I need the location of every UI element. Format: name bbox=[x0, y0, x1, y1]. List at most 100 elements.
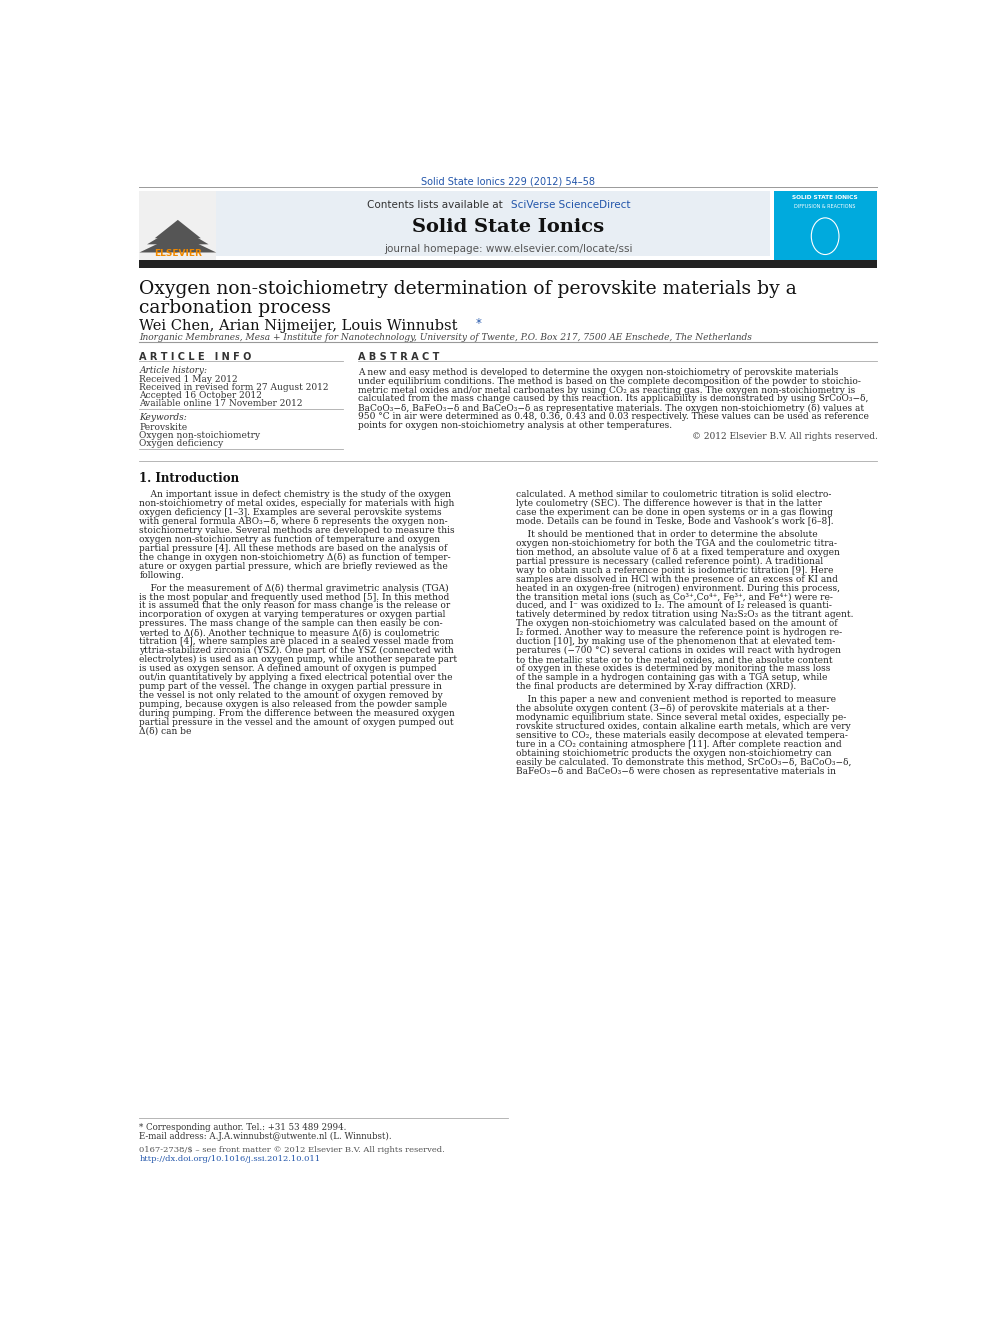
Text: Received 1 May 2012: Received 1 May 2012 bbox=[139, 374, 238, 384]
Text: oxygen non-stoichiometry as function of temperature and oxygen: oxygen non-stoichiometry as function of … bbox=[139, 534, 440, 544]
Text: DIFFUSION & REACTIONS: DIFFUSION & REACTIONS bbox=[795, 204, 856, 209]
Text: partial pressure is necessary (called reference point). A traditional: partial pressure is necessary (called re… bbox=[516, 557, 823, 566]
Text: peratures (−700 °C) several cations in oxides will react with hydrogen: peratures (−700 °C) several cations in o… bbox=[516, 647, 841, 655]
Text: For the measurement of Δ(δ) thermal gravimetric analysis (TGA): For the measurement of Δ(δ) thermal grav… bbox=[139, 583, 449, 593]
FancyBboxPatch shape bbox=[139, 192, 216, 261]
Text: the change in oxygen non-stoichiometry Δ(δ) as function of temper-: the change in oxygen non-stoichiometry Δ… bbox=[139, 553, 451, 562]
Text: incorporation of oxygen at varying temperatures or oxygen partial: incorporation of oxygen at varying tempe… bbox=[139, 610, 445, 619]
Text: lyte coulometry (SEC). The difference however is that in the latter: lyte coulometry (SEC). The difference ho… bbox=[516, 499, 822, 508]
Text: *: * bbox=[475, 316, 481, 329]
Text: calculated. A method similar to coulometric titration is solid electro-: calculated. A method similar to coulomet… bbox=[516, 490, 831, 499]
Text: It should be mentioned that in order to determine the absolute: It should be mentioned that in order to … bbox=[516, 529, 817, 538]
Text: the vessel is not only related to the amount of oxygen removed by: the vessel is not only related to the am… bbox=[139, 691, 443, 700]
Text: of oxygen in these oxides is determined by monitoring the mass loss: of oxygen in these oxides is determined … bbox=[516, 664, 830, 673]
Text: Perovskite: Perovskite bbox=[139, 422, 187, 431]
Text: Contents lists available at: Contents lists available at bbox=[367, 200, 506, 209]
Text: 0167-2738/$ – see front matter © 2012 Elsevier B.V. All rights reserved.: 0167-2738/$ – see front matter © 2012 El… bbox=[139, 1146, 445, 1154]
Text: tion method, an absolute value of δ at a fixed temperature and oxygen: tion method, an absolute value of δ at a… bbox=[516, 548, 840, 557]
Text: it is assumed that the only reason for mass change is the release or: it is assumed that the only reason for m… bbox=[139, 602, 450, 610]
Text: BaCoO₃−δ, BaFeO₃−δ and BaCeO₃−δ as representative materials. The oxygen non-stoi: BaCoO₃−δ, BaFeO₃−δ and BaCeO₃−δ as repre… bbox=[358, 404, 865, 413]
Polygon shape bbox=[155, 220, 200, 238]
Text: 1. Introduction: 1. Introduction bbox=[139, 471, 239, 484]
Text: oxygen non-stoichiometry for both the TGA and the coulometric titra-: oxygen non-stoichiometry for both the TG… bbox=[516, 538, 837, 548]
Text: Received in revised form 27 August 2012: Received in revised form 27 August 2012 bbox=[139, 382, 329, 392]
FancyBboxPatch shape bbox=[774, 192, 878, 261]
Text: is the most popular and frequently used method [5]. In this method: is the most popular and frequently used … bbox=[139, 593, 449, 602]
Text: is used as oxygen sensor. A defined amount of oxygen is pumped: is used as oxygen sensor. A defined amou… bbox=[139, 664, 437, 673]
Text: Accepted 16 October 2012: Accepted 16 October 2012 bbox=[139, 392, 262, 400]
FancyBboxPatch shape bbox=[216, 192, 770, 255]
Text: ELSEVIER: ELSEVIER bbox=[154, 249, 201, 258]
Text: during pumping. From the difference between the measured oxygen: during pumping. From the difference betw… bbox=[139, 709, 455, 718]
Polygon shape bbox=[147, 226, 208, 245]
Text: rovskite structured oxides, contain alkaline earth metals, which are very: rovskite structured oxides, contain alka… bbox=[516, 722, 851, 732]
Text: non-stoichiometry of metal oxides, especially for materials with high: non-stoichiometry of metal oxides, espec… bbox=[139, 499, 454, 508]
Text: SOLID STATE IONICS: SOLID STATE IONICS bbox=[793, 196, 858, 200]
Text: metric metal oxides and/or metal carbonates by using CO₂ as reacting gas. The ox: metric metal oxides and/or metal carbona… bbox=[358, 385, 856, 394]
Text: mode. Details can be found in Teske, Bode and Vashook’s work [6–8].: mode. Details can be found in Teske, Bod… bbox=[516, 517, 833, 525]
Text: carbonation process: carbonation process bbox=[139, 299, 331, 318]
Text: pressures. The mass change of the sample can then easily be con-: pressures. The mass change of the sample… bbox=[139, 619, 443, 628]
Text: to the metallic state or to the metal oxides, and the absolute content: to the metallic state or to the metal ox… bbox=[516, 655, 832, 664]
Text: obtaining stoichiometric products the oxygen non-stoichiometry can: obtaining stoichiometric products the ox… bbox=[516, 749, 831, 758]
Text: duction [10], by making use of the phenomenon that at elevated tem-: duction [10], by making use of the pheno… bbox=[516, 638, 835, 647]
Text: 950 °C in air were determined as 0.48, 0.36, 0.43 and 0.03 respectively. These v: 950 °C in air were determined as 0.48, 0… bbox=[358, 413, 869, 422]
Text: following.: following. bbox=[139, 570, 185, 579]
Text: partial pressure in the vessel and the amount of oxygen pumped out: partial pressure in the vessel and the a… bbox=[139, 718, 454, 728]
Text: stoichiometry value. Several methods are developed to measure this: stoichiometry value. Several methods are… bbox=[139, 525, 455, 534]
Text: partial pressure [4]. All these methods are based on the analysis of: partial pressure [4]. All these methods … bbox=[139, 544, 447, 553]
Text: Oxygen deficiency: Oxygen deficiency bbox=[139, 439, 223, 448]
Polygon shape bbox=[139, 234, 216, 253]
Text: the absolute oxygen content (3−δ) of perovskite materials at a ther-: the absolute oxygen content (3−δ) of per… bbox=[516, 704, 829, 713]
Text: out/in quantitatively by applying a fixed electrical potential over the: out/in quantitatively by applying a fixe… bbox=[139, 673, 453, 683]
Text: the final products are determined by X-ray diffraction (XRD).: the final products are determined by X-r… bbox=[516, 683, 797, 692]
Text: ature or oxygen partial pressure, which are briefly reviewed as the: ature or oxygen partial pressure, which … bbox=[139, 561, 448, 570]
Text: Solid State Ionics: Solid State Ionics bbox=[413, 218, 604, 235]
Text: electrolytes) is used as an oxygen pump, while another separate part: electrolytes) is used as an oxygen pump,… bbox=[139, 655, 457, 664]
Text: Available online 17 November 2012: Available online 17 November 2012 bbox=[139, 400, 303, 409]
Text: of the sample in a hydrogen containing gas with a TGA setup, while: of the sample in a hydrogen containing g… bbox=[516, 673, 827, 683]
Text: * Corresponding author. Tel.: +31 53 489 2994.: * Corresponding author. Tel.: +31 53 489… bbox=[139, 1123, 347, 1132]
Text: The oxygen non-stoichiometry was calculated based on the amount of: The oxygen non-stoichiometry was calcula… bbox=[516, 619, 837, 628]
Text: BaFeO₃−δ and BaCeO₃−δ were chosen as representative materials in: BaFeO₃−δ and BaCeO₃−δ were chosen as rep… bbox=[516, 767, 836, 775]
Text: Keywords:: Keywords: bbox=[139, 413, 187, 422]
Text: Solid State Ionics 229 (2012) 54–58: Solid State Ionics 229 (2012) 54–58 bbox=[422, 176, 595, 187]
Text: An important issue in defect chemistry is the study of the oxygen: An important issue in defect chemistry i… bbox=[139, 490, 451, 499]
Text: Oxygen non-stoichiometry: Oxygen non-stoichiometry bbox=[139, 431, 261, 439]
Text: http://dx.doi.org/10.1016/j.ssi.2012.10.011: http://dx.doi.org/10.1016/j.ssi.2012.10.… bbox=[139, 1155, 320, 1163]
Text: with general formula ABO₃−δ, where δ represents the oxygen non-: with general formula ABO₃−δ, where δ rep… bbox=[139, 517, 448, 525]
Text: A new and easy method is developed to determine the oxygen non-stoichiometry of : A new and easy method is developed to de… bbox=[358, 368, 839, 377]
Text: Δ(δ) can be: Δ(δ) can be bbox=[139, 728, 191, 736]
Text: titration [4], where samples are placed in a sealed vessel made from: titration [4], where samples are placed … bbox=[139, 638, 454, 647]
Text: case the experiment can be done in open systems or in a gas flowing: case the experiment can be done in open … bbox=[516, 508, 833, 517]
Text: duced, and I⁻ was oxidized to I₂. The amount of I₂ released is quanti-: duced, and I⁻ was oxidized to I₂. The am… bbox=[516, 602, 832, 610]
Text: points for oxygen non-stoichiometry analysis at other temperatures.: points for oxygen non-stoichiometry anal… bbox=[358, 422, 673, 430]
Text: journal homepage: www.elsevier.com/locate/ssi: journal homepage: www.elsevier.com/locat… bbox=[384, 245, 633, 254]
Text: A R T I C L E   I N F O: A R T I C L E I N F O bbox=[139, 352, 252, 363]
Text: SciVerse ScienceDirect: SciVerse ScienceDirect bbox=[511, 200, 630, 209]
Text: verted to Δ(δ). Another technique to measure Δ(δ) is coulometric: verted to Δ(δ). Another technique to mea… bbox=[139, 628, 439, 638]
Text: oxygen deficiency [1–3]. Examples are several perovskite systems: oxygen deficiency [1–3]. Examples are se… bbox=[139, 508, 442, 517]
Text: Article history:: Article history: bbox=[139, 365, 207, 374]
Text: way to obtain such a reference point is iodometric titration [9]. Here: way to obtain such a reference point is … bbox=[516, 566, 833, 574]
Text: calculated from the mass change caused by this reaction. Its applicability is de: calculated from the mass change caused b… bbox=[358, 394, 869, 404]
Text: E-mail address: A.J.A.winnubst@utwente.nl (L. Winnubst).: E-mail address: A.J.A.winnubst@utwente.n… bbox=[139, 1131, 392, 1140]
Text: In this paper a new and convenient method is reported to measure: In this paper a new and convenient metho… bbox=[516, 695, 836, 704]
Text: samples are dissolved in HCl with the presence of an excess of KI and: samples are dissolved in HCl with the pr… bbox=[516, 574, 838, 583]
Text: © 2012 Elsevier B.V. All rights reserved.: © 2012 Elsevier B.V. All rights reserved… bbox=[691, 433, 878, 442]
Text: modynamic equilibrium state. Since several metal oxides, especially pe-: modynamic equilibrium state. Since sever… bbox=[516, 713, 846, 722]
Text: pumping, because oxygen is also released from the powder sample: pumping, because oxygen is also released… bbox=[139, 700, 447, 709]
Bar bbox=[139, 259, 877, 267]
Text: the transition metal ions (such as Co³⁺,Co⁴⁺, Fe³⁺, and Fe⁴⁺) were re-: the transition metal ions (such as Co³⁺,… bbox=[516, 593, 833, 602]
Text: Wei Chen, Arian Nijmeijer, Louis Winnubst: Wei Chen, Arian Nijmeijer, Louis Winnubs… bbox=[139, 319, 462, 332]
Text: under equilibrium conditions. The method is based on the complete decomposition : under equilibrium conditions. The method… bbox=[358, 377, 861, 385]
Text: tatively determined by redox titration using Na₂S₂O₃ as the titrant agent.: tatively determined by redox titration u… bbox=[516, 610, 853, 619]
Text: sensitive to CO₂, these materials easily decompose at elevated tempera-: sensitive to CO₂, these materials easily… bbox=[516, 732, 848, 740]
Text: pump part of the vessel. The change in oxygen partial pressure in: pump part of the vessel. The change in o… bbox=[139, 683, 442, 691]
Text: Oxygen non-stoichiometry determination of perovskite materials by a: Oxygen non-stoichiometry determination o… bbox=[139, 280, 798, 298]
Text: Inorganic Membranes, Mesa + Institute for Nanotechnology, University of Twente, : Inorganic Membranes, Mesa + Institute fo… bbox=[139, 333, 752, 341]
Text: heated in an oxygen-free (nitrogen) environment. During this process,: heated in an oxygen-free (nitrogen) envi… bbox=[516, 583, 840, 593]
Text: easily be calculated. To demonstrate this method, SrCoO₃−δ, BaCoO₃−δ,: easily be calculated. To demonstrate thi… bbox=[516, 758, 851, 767]
Text: yttria-stabilized zirconia (YSZ). One part of the YSZ (connected with: yttria-stabilized zirconia (YSZ). One pa… bbox=[139, 647, 454, 655]
Text: ture in a CO₂ containing atmosphere [11]. After complete reaction and: ture in a CO₂ containing atmosphere [11]… bbox=[516, 740, 842, 749]
